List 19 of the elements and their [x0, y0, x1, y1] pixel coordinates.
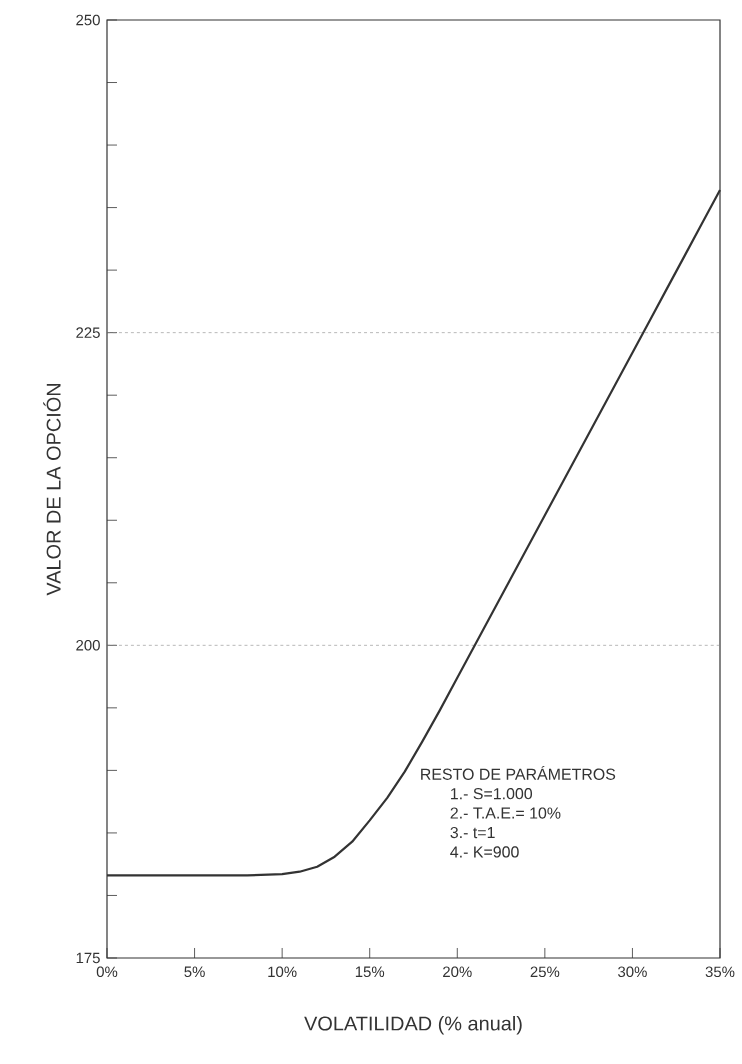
- y-tick-label: 250: [76, 14, 100, 26]
- annotation: 3.- t=1: [450, 826, 495, 839]
- x-tick-label: 25%: [530, 966, 560, 978]
- y-tick-label: 225: [76, 327, 100, 338]
- x-tick-label: 10%: [268, 966, 297, 978]
- y-tick-label: 200: [76, 640, 100, 651]
- x-tick-label: 5%: [184, 966, 205, 978]
- annotation: RESTO DE PARÁMETROS: [421, 765, 616, 780]
- x-tick-label: 0%: [96, 966, 118, 978]
- y-axis-title: VALOR DE LA OPCIÓN: [43, 383, 61, 596]
- x-tick-label: 20%: [443, 966, 472, 978]
- y-tick-label: 175: [76, 952, 100, 964]
- annotation: 2.- T.A.E.= 10%: [450, 807, 561, 819]
- annotation: 4.- K=900: [450, 846, 519, 858]
- annotation: 1.- S=1.000: [451, 788, 533, 800]
- x-tick-label: 35%: [705, 966, 735, 978]
- x-tick-label: 30%: [618, 966, 647, 978]
- x-axis-title: VOLATILIDAD (% anual): [304, 1015, 522, 1035]
- x-tick-label: 15%: [355, 966, 385, 978]
